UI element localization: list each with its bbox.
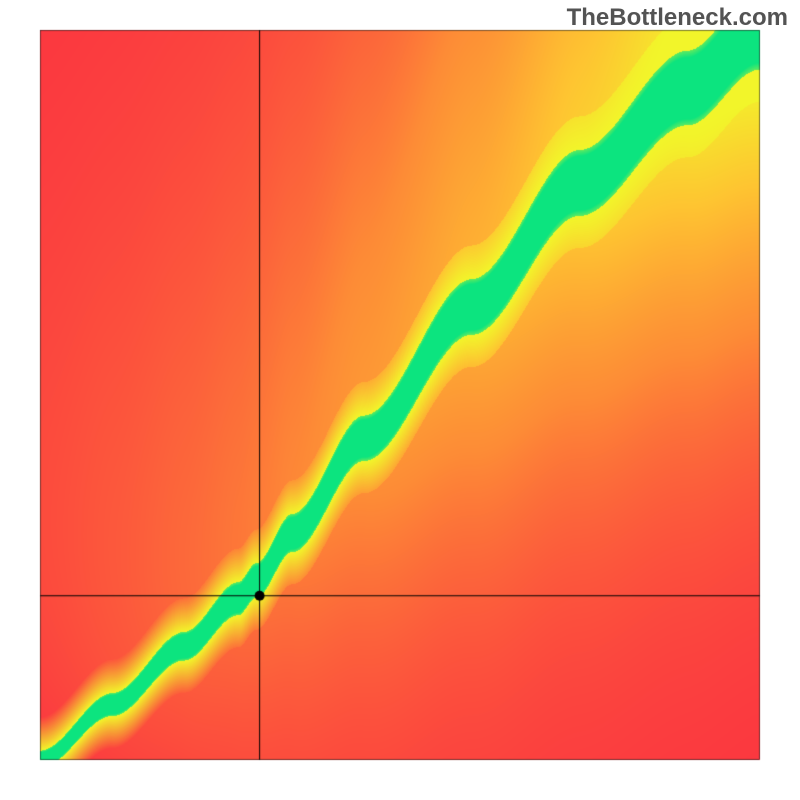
chart-container: TheBottleneck.com bbox=[0, 0, 800, 800]
bottleneck-heatmap bbox=[0, 0, 800, 800]
watermark-text: TheBottleneck.com bbox=[567, 4, 788, 32]
